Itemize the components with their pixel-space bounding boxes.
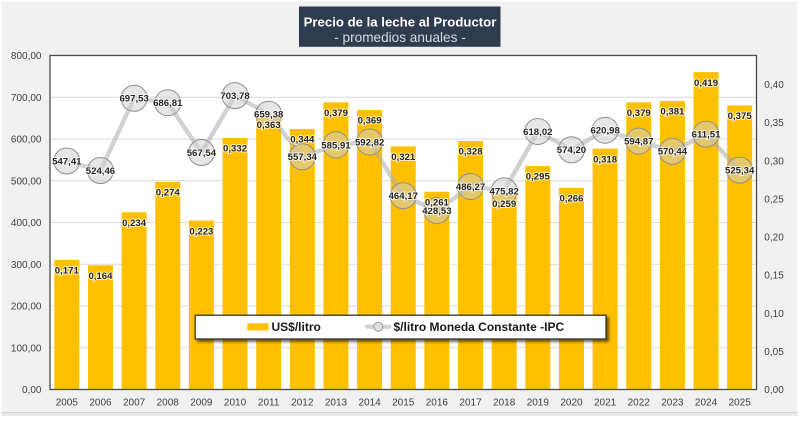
svg-text:0,40: 0,40 bbox=[764, 80, 784, 91]
svg-text:2019: 2019 bbox=[527, 398, 550, 409]
svg-text:524,46: 524,46 bbox=[86, 166, 115, 177]
svg-text:574,20: 574,20 bbox=[557, 145, 586, 156]
svg-text:2012: 2012 bbox=[291, 398, 314, 409]
svg-text:US$/litro: US$/litro bbox=[272, 320, 321, 334]
svg-text:800,00: 800,00 bbox=[11, 51, 42, 62]
svg-text:0,321: 0,321 bbox=[391, 152, 416, 163]
svg-text:620,98: 620,98 bbox=[590, 126, 620, 137]
svg-text:486,27: 486,27 bbox=[456, 182, 485, 193]
svg-text:2020: 2020 bbox=[560, 398, 583, 409]
svg-text:0,05: 0,05 bbox=[764, 347, 784, 358]
svg-text:464,17: 464,17 bbox=[389, 191, 418, 202]
svg-text:0,379: 0,379 bbox=[627, 108, 651, 119]
svg-text:0,00: 0,00 bbox=[22, 385, 42, 396]
svg-text:557,34: 557,34 bbox=[288, 152, 318, 163]
svg-text:500,00: 500,00 bbox=[11, 176, 42, 187]
svg-text:0,363: 0,363 bbox=[257, 120, 281, 131]
svg-text:0,379: 0,379 bbox=[324, 108, 348, 119]
svg-text:2016: 2016 bbox=[426, 398, 449, 409]
svg-text:2024: 2024 bbox=[695, 398, 718, 409]
svg-text:2025: 2025 bbox=[729, 398, 752, 409]
svg-text:0,328: 0,328 bbox=[459, 147, 484, 158]
svg-text:0,381: 0,381 bbox=[660, 107, 685, 118]
svg-text:2023: 2023 bbox=[661, 398, 684, 409]
svg-text:0,35: 0,35 bbox=[764, 118, 784, 129]
svg-text:2008: 2008 bbox=[157, 398, 180, 409]
svg-text:2006: 2006 bbox=[89, 398, 112, 409]
svg-text:0,164: 0,164 bbox=[88, 271, 113, 282]
svg-text:2013: 2013 bbox=[325, 398, 348, 409]
svg-text:0,332: 0,332 bbox=[223, 144, 247, 155]
svg-text:0,318: 0,318 bbox=[593, 154, 618, 165]
svg-text:300,00: 300,00 bbox=[11, 260, 42, 271]
svg-text:100,00: 100,00 bbox=[11, 343, 42, 354]
svg-text:0,344: 0,344 bbox=[290, 135, 315, 146]
svg-text:618,02: 618,02 bbox=[523, 127, 552, 138]
svg-text:2005: 2005 bbox=[56, 398, 79, 409]
svg-text:594,87: 594,87 bbox=[624, 137, 653, 148]
svg-text:570,44: 570,44 bbox=[658, 147, 688, 158]
svg-text:2018: 2018 bbox=[493, 398, 516, 409]
svg-text:592,82: 592,82 bbox=[355, 137, 384, 148]
svg-text:- promedios anuales -: - promedios anuales - bbox=[334, 30, 465, 45]
svg-text:700,00: 700,00 bbox=[11, 93, 42, 104]
svg-text:0,295: 0,295 bbox=[526, 172, 551, 183]
svg-text:2022: 2022 bbox=[628, 398, 651, 409]
svg-text:0,171: 0,171 bbox=[55, 266, 80, 277]
svg-text:659,38: 659,38 bbox=[254, 110, 284, 121]
svg-text:400,00: 400,00 bbox=[11, 218, 42, 229]
svg-text:686,81: 686,81 bbox=[153, 98, 183, 109]
svg-text:611,51: 611,51 bbox=[692, 130, 721, 141]
svg-text:0,369: 0,369 bbox=[358, 116, 382, 127]
svg-text:$/litro Moneda Constante -IPC: $/litro Moneda Constante -IPC bbox=[394, 320, 565, 334]
svg-text:2021: 2021 bbox=[594, 398, 617, 409]
svg-text:2014: 2014 bbox=[358, 398, 381, 409]
svg-text:0,223: 0,223 bbox=[189, 226, 213, 237]
svg-text:547,41: 547,41 bbox=[52, 156, 82, 167]
svg-text:0,261: 0,261 bbox=[425, 197, 450, 208]
svg-text:0,274: 0,274 bbox=[156, 188, 181, 199]
svg-text:475,82: 475,82 bbox=[490, 186, 519, 197]
svg-text:200,00: 200,00 bbox=[11, 302, 42, 313]
svg-text:0,25: 0,25 bbox=[764, 194, 784, 205]
svg-text:2007: 2007 bbox=[123, 398, 146, 409]
svg-text:0,20: 0,20 bbox=[764, 233, 784, 244]
svg-text:2010: 2010 bbox=[224, 398, 247, 409]
svg-text:0,00: 0,00 bbox=[764, 385, 784, 396]
svg-text:0,30: 0,30 bbox=[764, 156, 784, 167]
svg-text:0,266: 0,266 bbox=[559, 194, 583, 205]
svg-text:2017: 2017 bbox=[459, 398, 482, 409]
svg-text:Precio de la leche al Producto: Precio de la leche al Productor bbox=[304, 15, 497, 30]
svg-text:2015: 2015 bbox=[392, 398, 415, 409]
svg-text:697,53: 697,53 bbox=[119, 94, 148, 105]
svg-text:703,78: 703,78 bbox=[220, 91, 250, 102]
svg-text:600,00: 600,00 bbox=[11, 135, 42, 146]
svg-text:0,10: 0,10 bbox=[764, 309, 784, 320]
svg-text:428,53: 428,53 bbox=[422, 206, 451, 217]
svg-text:0,234: 0,234 bbox=[122, 218, 147, 229]
svg-text:0,259: 0,259 bbox=[492, 199, 516, 210]
svg-text:0,419: 0,419 bbox=[694, 78, 718, 89]
svg-text:585,91: 585,91 bbox=[321, 140, 351, 151]
svg-text:525,34: 525,34 bbox=[725, 166, 755, 177]
svg-text:0,15: 0,15 bbox=[764, 271, 784, 282]
svg-text:0,375: 0,375 bbox=[728, 111, 753, 122]
svg-text:2009: 2009 bbox=[190, 398, 213, 409]
svg-text:2011: 2011 bbox=[258, 398, 280, 409]
svg-text:567,54: 567,54 bbox=[187, 148, 217, 159]
